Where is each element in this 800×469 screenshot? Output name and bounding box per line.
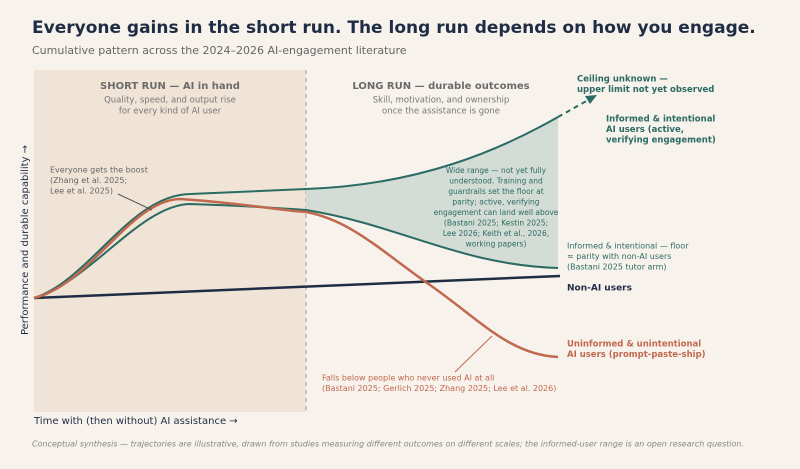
- range-note: engagement can land well above: [434, 208, 559, 217]
- subtitle: Cumulative pattern across the 2024–2026 …: [32, 44, 407, 57]
- falls-pointer: [454, 335, 493, 373]
- range-note: understood. Training and: [449, 177, 543, 186]
- range-note: guardrails set the floor at: [448, 187, 543, 196]
- informed-label: verifying engagement): [606, 136, 716, 146]
- x-axis-label: Time with (then without) AI assistance →: [33, 416, 238, 427]
- footnote: Conceptual synthesis — trajectories are …: [32, 440, 744, 449]
- range-band: [306, 117, 558, 268]
- non-ai-label: Non-AI users: [567, 284, 632, 294]
- range-note: Wide range — not yet fully: [446, 166, 547, 175]
- informed-upper-line: [33, 116, 559, 299]
- boost-note: Everyone gets the boost: [50, 166, 148, 175]
- uninformed-label: AI users (prompt-paste-ship): [567, 350, 706, 360]
- y-axis-label: Performance and durable capability →: [20, 145, 31, 335]
- ceiling-note: Ceiling unknown —: [577, 75, 668, 85]
- floor-label: ≈ parity with non-AI users: [567, 252, 671, 261]
- uninformed-line: [33, 197, 559, 359]
- phase-title: LONG RUN — durable outcomes: [352, 81, 529, 92]
- floor-label: Informed & intentional — floor: [567, 242, 689, 251]
- boost-note: Lee et al. 2025): [50, 187, 113, 196]
- ceiling-note: upper limit not yet observed: [577, 85, 714, 95]
- range-note: Lee 2026; Keith et al., 2026,: [443, 229, 549, 238]
- title: Everyone gains in the short run. The lon…: [32, 18, 756, 38]
- ceiling-arrow: [557, 98, 591, 118]
- falls-note: (Bastani 2025; Gerlich 2025; Zhang 2025;…: [322, 384, 556, 393]
- uninformed-label: Uninformed & unintentional: [567, 340, 701, 350]
- phase-description: Skill, motivation, and ownership: [373, 96, 509, 106]
- informed-label: Informed & intentional: [606, 115, 715, 125]
- informed-label: AI users (active,: [606, 125, 684, 135]
- phase-description: for every kind of AI user: [119, 107, 222, 117]
- range-note: (Bastani 2025; Kestin 2025;: [444, 219, 548, 228]
- arrow-head: [585, 95, 597, 104]
- short-run-region: [34, 70, 306, 412]
- phase-description: Quality, speed, and output rise: [104, 96, 236, 106]
- boost-pointer: [117, 193, 153, 211]
- non-ai-line: [33, 274, 561, 300]
- falls-note: Falls below people who never used AI at …: [322, 374, 494, 383]
- boost-note: (Zhang et al. 2025;: [50, 176, 127, 185]
- range-note: working papers): [466, 240, 527, 249]
- range-note: parity; active, verifying: [452, 198, 539, 207]
- phase-title: SHORT RUN — AI in hand: [100, 81, 240, 92]
- phase-description: once the assistance is gone: [382, 107, 500, 117]
- floor-label: (Bastani 2025 tutor arm): [567, 263, 667, 272]
